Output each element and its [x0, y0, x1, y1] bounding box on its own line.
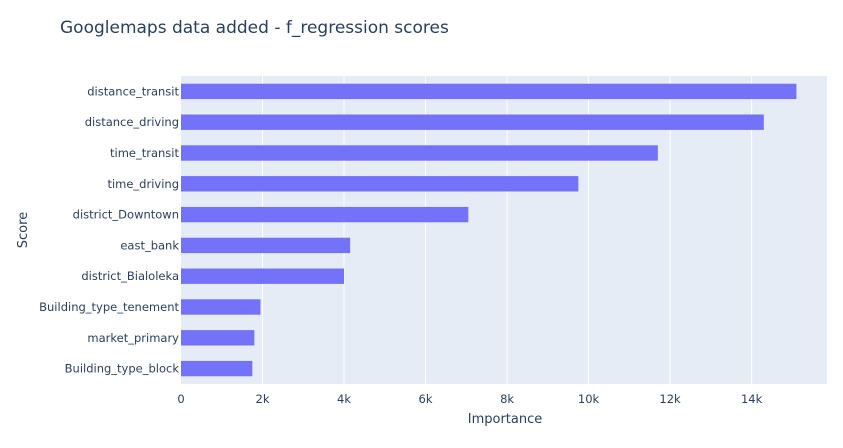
bar-time-transit — [181, 145, 658, 161]
x-tick-label: 10k — [578, 392, 600, 406]
y-tick-label: Building_type_block — [65, 362, 180, 376]
x-tick-label: 2k — [256, 392, 270, 406]
y-tick-label: time_transit — [110, 146, 179, 160]
chart-title: Googlemaps data added - f_regression sco… — [60, 18, 449, 38]
y-tick-label: distance_transit — [87, 84, 179, 98]
y-tick-label: distance_driving — [85, 115, 179, 129]
bar-time-driving — [181, 176, 579, 192]
y-tick-label: market_primary — [87, 331, 179, 345]
y-tick-label: district_Downtown — [73, 208, 179, 222]
y-tick-label: Building_type_tenement — [39, 300, 179, 314]
y-tick-label: time_driving — [107, 177, 179, 191]
bar-distance-driving — [181, 114, 764, 130]
x-tick-labels: 0 2k 4k 6k 8k 10k 12k 14k — [177, 392, 762, 406]
y-axis-title: Score — [16, 212, 31, 248]
x-tick-label: 12k — [659, 392, 681, 406]
bar-district-bialoleka — [181, 268, 345, 284]
x-tick-label: 8k — [500, 392, 514, 406]
bar-building-type-block — [181, 360, 253, 377]
x-tick-label: 14k — [741, 392, 763, 406]
y-tick-label: district_Bialoleka — [81, 269, 179, 283]
bar-market-primary — [181, 330, 255, 346]
x-tick-label: 4k — [337, 392, 351, 406]
bar-distance-transit — [181, 83, 797, 100]
x-tick-label: 6k — [419, 392, 433, 406]
x-tick-label: 0 — [177, 392, 184, 406]
y-tick-label: east_bank — [120, 238, 179, 252]
y-tick-labels: distance_transit distance_driving time_tra… — [39, 84, 179, 375]
bar-east-bank — [181, 237, 351, 254]
x-axis-title: Importance — [468, 412, 543, 427]
bar-district-downtown — [181, 206, 469, 223]
bars — [181, 83, 797, 377]
bar-building-type-tenement — [181, 299, 261, 315]
